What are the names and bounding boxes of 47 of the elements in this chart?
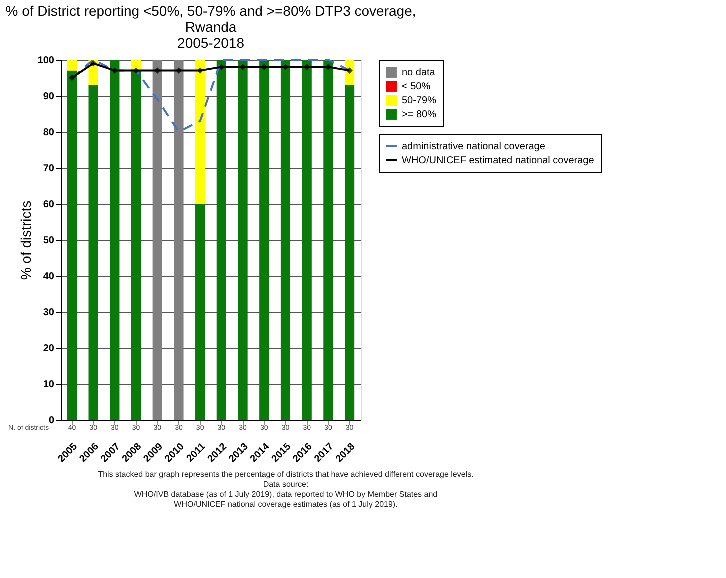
legend-label: WHO/UNICEF estimated national coverage (402, 156, 595, 166)
bar (344, 85, 355, 420)
legend-label: >= 80% (402, 110, 437, 120)
bar (88, 85, 98, 420)
legend-label: 50-79% (402, 96, 437, 106)
bar (260, 60, 270, 420)
text: WHO/IVB database (as of 1 July 2019), data reported to WHO by Member States and (134, 490, 438, 499)
point (325, 64, 332, 70)
y-tick-label: 10 (43, 380, 55, 390)
bar (238, 60, 248, 420)
chart-subtitle: 2005-2018 (178, 35, 245, 51)
y-axis-title: % of districts (18, 200, 34, 280)
y-tick-label: 100 (38, 56, 55, 66)
source-note: Data source: (263, 480, 309, 489)
y-tick-label: 0 (48, 416, 55, 426)
y-tick-label: 40 (43, 272, 55, 282)
legend-label: no data (402, 68, 436, 78)
chart-title: % of District reporting <50%, 50-79% and >=80% DTP3 coverage, Rwanda (6, 3, 416, 35)
bar (216, 60, 226, 420)
legend-label: administrative national coverage (402, 142, 546, 152)
bar (302, 60, 312, 420)
bar (196, 204, 206, 420)
point (261, 64, 268, 70)
point (176, 68, 182, 74)
bar (131, 70, 142, 420)
bar (67, 70, 78, 420)
y-tick-label: 50 (43, 236, 55, 246)
legend-label: < 50% (402, 82, 431, 92)
text: This stacked bar graph represents the percentage of districts that have achieved different coverage levels. (98, 470, 474, 479)
bar (280, 60, 291, 420)
y-tick-label: 20 (43, 344, 55, 354)
bar (196, 60, 206, 204)
point (240, 64, 246, 70)
y-tick-label: 80 (43, 128, 55, 138)
point (90, 60, 97, 67)
bar (324, 60, 334, 420)
point (112, 68, 118, 74)
bar (67, 60, 78, 71)
text: WHO/UNICEF national coverage estimates (as of 1 July 2019). (174, 500, 398, 509)
y-tick-label: 90 (43, 92, 55, 102)
y-tick-label: 70 (43, 164, 55, 174)
bar (110, 60, 120, 420)
point (304, 64, 310, 70)
point (69, 74, 76, 82)
y-tick-label: 60 (43, 200, 55, 210)
y-tick-label: 30 (43, 308, 55, 318)
point (154, 68, 161, 74)
